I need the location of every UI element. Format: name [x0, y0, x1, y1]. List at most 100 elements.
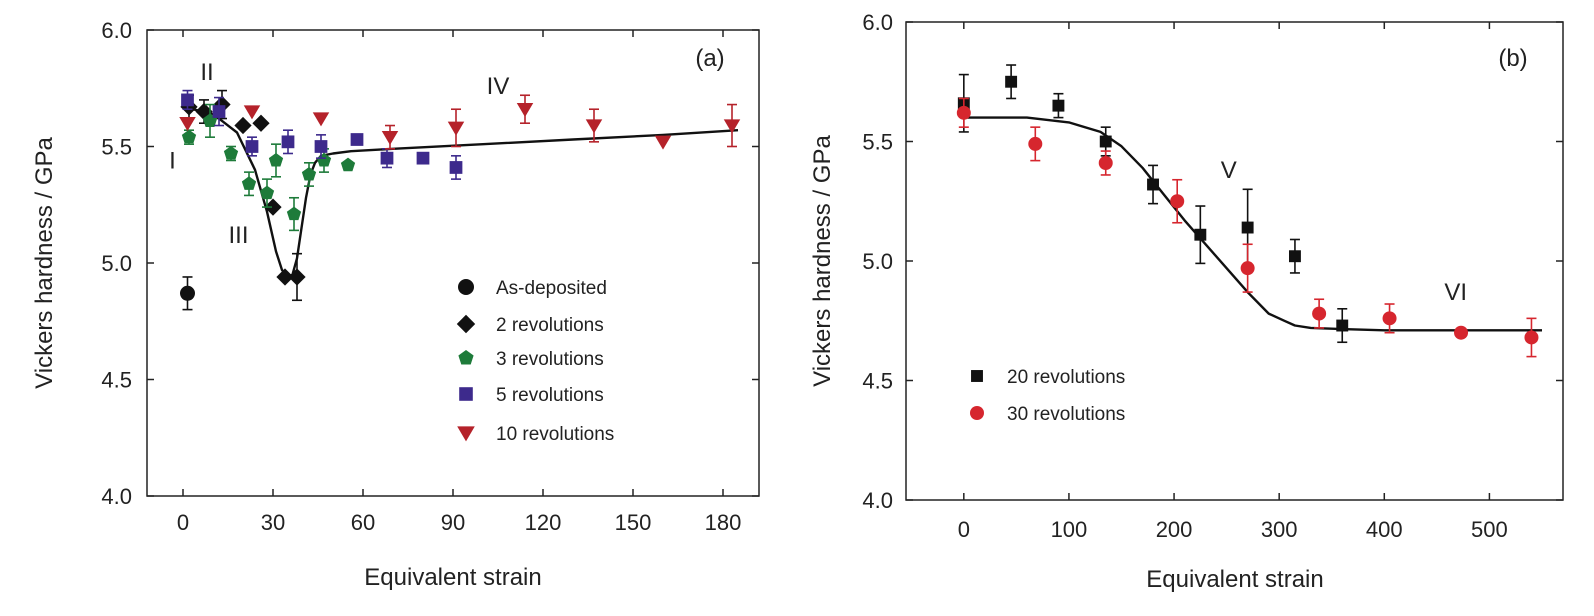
y-tick-label: 4.5 — [101, 368, 132, 393]
data-point — [416, 151, 430, 165]
legend-marker — [456, 314, 476, 334]
data-point — [1099, 135, 1112, 148]
data-point — [1336, 319, 1349, 332]
series-5-revolutions — [181, 89, 463, 180]
region-label: V — [1221, 157, 1237, 184]
region-label: VI — [1444, 279, 1467, 306]
data-point — [1098, 156, 1113, 171]
series-20-revolutions — [957, 64, 1349, 344]
legend-item-a-4: 10 revolutions — [457, 424, 614, 445]
data-point — [288, 268, 306, 286]
y-tick-label: 5.5 — [862, 130, 893, 155]
data-point — [1382, 311, 1397, 326]
data-point — [312, 112, 330, 127]
data-point — [181, 129, 197, 144]
region-labels-b: V VI — [1221, 157, 1467, 306]
y-ticks-b: 4.0 4.5 5.0 5.5 6.0 — [862, 10, 1563, 513]
legend-item-a-1: 2 revolutions — [456, 314, 604, 336]
data-point — [252, 114, 270, 132]
data-point — [268, 152, 284, 167]
data-point — [314, 140, 328, 153]
data-point — [180, 285, 195, 301]
panel-a: 4.04.55.05.56.0 0 30 60 90 120 150 180 IIIIIII… — [31, 18, 760, 591]
data-point — [723, 119, 741, 134]
region-label: IV — [487, 73, 510, 100]
panel-label-b: (b) — [1498, 45, 1527, 72]
x-tick-label: 0 — [958, 517, 970, 542]
x-ticks-a: 0 30 60 90 120 150 180 — [177, 30, 741, 535]
data-point — [340, 157, 356, 172]
plot-frame-b — [905, 21, 1564, 501]
y-ticks-a: 4.0 4.5 5.0 5.5 6.0 — [101, 18, 759, 509]
legend-marker — [459, 387, 473, 401]
x-tick-label: 150 — [615, 510, 652, 535]
data-point — [245, 140, 259, 153]
data-point — [1240, 261, 1255, 276]
data-point — [449, 161, 463, 174]
data-point — [243, 105, 261, 120]
x-tick-label: 100 — [1051, 517, 1088, 542]
x-tick-label: 120 — [525, 510, 562, 535]
series-as-deposited — [180, 276, 195, 311]
legend-marker — [970, 406, 984, 420]
x-ticks-b: 0 100 200 300 400 500 — [958, 22, 1508, 542]
legend-item-a-0: As-deposited — [458, 278, 607, 299]
x-tick-label: 400 — [1366, 517, 1403, 542]
legend-label: 5 revolutions — [496, 385, 604, 406]
legend-marker — [458, 279, 474, 295]
legend-label: 2 revolutions — [496, 315, 604, 336]
y-tick-label: 4.0 — [101, 484, 132, 509]
legend-marker — [971, 370, 983, 382]
x-tick-label: 60 — [351, 510, 375, 535]
data-point — [212, 105, 226, 118]
data-point — [1052, 99, 1065, 112]
x-tick-label: 30 — [261, 510, 285, 535]
data-point — [1170, 194, 1185, 209]
legend-item-a-2: 3 revolutions — [458, 349, 604, 370]
y-tick-label: 4.5 — [862, 369, 893, 394]
x-tick-label: 0 — [177, 510, 189, 535]
data-point — [181, 93, 194, 107]
data-point — [1194, 228, 1207, 241]
data-point — [1288, 250, 1301, 263]
data-points-b — [956, 64, 1539, 358]
legend-label: 3 revolutions — [496, 349, 604, 370]
data-point — [1454, 325, 1469, 340]
y-tick-label: 4.0 — [862, 488, 893, 513]
data-point — [516, 103, 534, 118]
fit-curve-b — [963, 116, 1542, 332]
legend-marker — [457, 426, 475, 442]
y-tick-label: 5.0 — [862, 249, 893, 274]
legend-item-a-3: 5 revolutions — [459, 385, 604, 406]
data-point — [447, 121, 465, 136]
series-2-revolutions — [180, 89, 306, 302]
data-point — [381, 130, 399, 146]
panel-label-a: (a) — [695, 45, 724, 72]
series-3-revolutions — [181, 103, 356, 232]
data-point — [654, 135, 672, 150]
fit-curve — [963, 116, 1542, 332]
x-axis-label-b: Equivalent strain — [1146, 566, 1323, 593]
series-30-revolutions — [956, 97, 1539, 358]
x-axis-label-a: Equivalent strain — [364, 564, 541, 591]
plot-frame-a — [146, 29, 760, 497]
data-points-a — [179, 89, 741, 311]
data-point — [1028, 136, 1043, 151]
y-axis-label-b: Vickers hardness / GPa — [809, 135, 836, 387]
x-tick-label: 180 — [705, 510, 742, 535]
x-tick-label: 500 — [1471, 517, 1508, 542]
y-tick-label: 6.0 — [862, 10, 893, 35]
data-point — [259, 185, 275, 200]
legend-item-b-0: 20 revolutions — [971, 367, 1125, 388]
data-point — [281, 135, 295, 149]
data-point — [276, 268, 294, 286]
legend-a: As-deposited 2 revolutions 3 revolutions… — [456, 278, 614, 445]
data-point — [1005, 75, 1018, 88]
y-tick-label: 6.0 — [101, 18, 132, 43]
data-point — [234, 116, 252, 135]
data-point — [585, 119, 603, 134]
legend-item-b-1: 30 revolutions — [970, 404, 1125, 425]
data-point — [264, 198, 282, 216]
